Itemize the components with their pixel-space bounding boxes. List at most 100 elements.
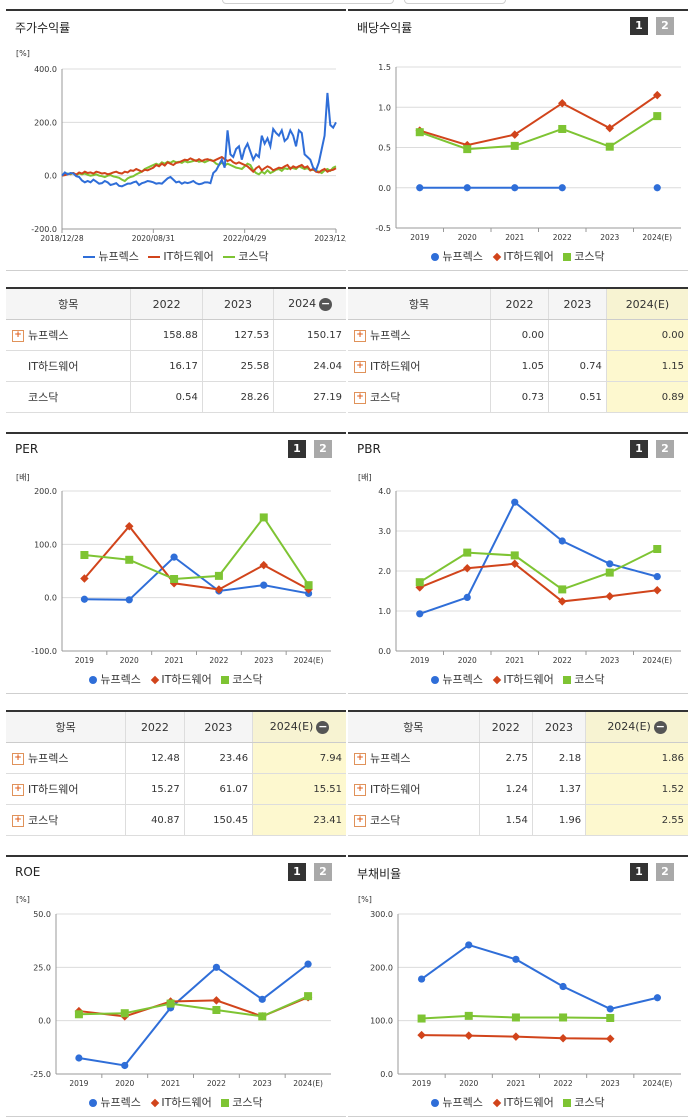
table-cell: 158.88	[130, 319, 203, 351]
point-marker	[74, 1010, 83, 1019]
roe-panel: ROE 1 2 [%] 50.0 25.0 0.0 -25.0 2019 2020 2021…	[6, 855, 346, 1117]
point-marker	[558, 585, 567, 594]
x-tick-label: 2018/12/28	[40, 234, 83, 243]
row-label[interactable]: + 코스닥	[348, 804, 480, 836]
top-select-box[interactable]	[222, 0, 394, 4]
point-marker	[417, 1014, 426, 1023]
view-2-button[interactable]: 2	[656, 863, 674, 881]
expand-icon[interactable]: +	[12, 784, 24, 796]
point-marker	[606, 1005, 614, 1013]
y-tick-label: 3.0	[378, 527, 391, 536]
table-cell: 0.89	[605, 381, 688, 413]
view-1-button[interactable]: 1	[630, 863, 648, 881]
row-label[interactable]: + 뉴프렉스	[348, 319, 491, 351]
point-marker	[304, 992, 313, 1001]
row-label[interactable]: + 뉴프렉스	[6, 319, 131, 351]
table-header: 2024(E) −	[585, 710, 688, 743]
expand-icon[interactable]: +	[354, 784, 366, 796]
expand-icon[interactable]: +	[12, 753, 24, 765]
table-cell: 0.00	[605, 319, 688, 351]
point-marker	[214, 585, 224, 594]
y-tick-label: 0.0	[44, 594, 57, 603]
view-2-button[interactable]: 2	[656, 440, 674, 458]
point-marker	[559, 1013, 568, 1022]
collapse-icon[interactable]: −	[319, 296, 333, 311]
y-tick-label: 400.0	[34, 65, 57, 74]
legend-kosdaq: 코스닥	[563, 671, 605, 687]
row-label[interactable]: + 뉴프렉스	[6, 742, 126, 774]
y-tick-label: 0.0	[44, 172, 57, 181]
view-2-button[interactable]: 2	[314, 863, 332, 881]
view-2-button[interactable]: 2	[656, 17, 674, 35]
series-line	[84, 555, 309, 601]
legend-newflex: 뉴프렉스	[89, 671, 141, 687]
table-header: 2022	[125, 710, 185, 743]
table-row: IT하드웨어 16.17 25.58 24.04	[6, 350, 346, 382]
legend-ithw: IT하드웨어	[492, 1094, 554, 1110]
x-tick-label: 2019	[69, 1079, 88, 1088]
point-marker	[606, 1034, 615, 1044]
legend-kosdaq: 코스닥	[221, 1094, 263, 1110]
expand-icon[interactable]: +	[354, 392, 366, 404]
view-1-button[interactable]: 1	[630, 17, 648, 35]
collapse-icon[interactable]: −	[653, 719, 667, 734]
table-row: + 코스닥 40.87 150.45 23.41	[6, 804, 346, 836]
y-tick-label: 0.0	[380, 1070, 393, 1079]
point-marker	[212, 963, 221, 971]
collapse-icon[interactable]: −	[316, 719, 330, 734]
y-tick-label: 0.5	[378, 144, 391, 153]
table-cell: 150.17	[273, 319, 346, 351]
table-cell: 25.58	[201, 350, 274, 382]
expand-icon[interactable]: +	[354, 753, 366, 765]
table-cell: 0.00	[490, 319, 549, 351]
table-cell: 1.86	[585, 742, 688, 774]
table-header: 2022	[490, 287, 549, 320]
point-marker	[259, 560, 268, 570]
point-marker	[120, 1009, 129, 1018]
point-marker	[510, 551, 519, 560]
x-tick-label: 2024(E)	[294, 656, 324, 665]
expand-icon[interactable]: +	[12, 330, 24, 342]
chart-legend: 뉴프렉스 IT하드웨어 코스닥	[6, 1094, 346, 1110]
x-tick-label: 2020	[115, 1079, 134, 1088]
point-marker	[416, 184, 424, 192]
row-label[interactable]: + IT하드웨어	[348, 350, 491, 382]
expand-icon[interactable]: +	[12, 815, 24, 827]
view-1-button[interactable]: 1	[288, 863, 306, 881]
row-label[interactable]: + 뉴프렉스	[348, 742, 480, 774]
stock-return-table: 항목 2022 2023 2024− + 뉴프렉스 158.88 127.53 150.17 IT…	[6, 287, 346, 413]
point-marker	[464, 1011, 473, 1020]
x-tick-label: 2024(E)	[643, 1079, 673, 1088]
series-line	[419, 115, 658, 151]
series-line	[420, 943, 658, 1010]
point-marker	[653, 112, 662, 121]
point-marker	[260, 581, 268, 589]
legend-ithw: IT하드웨어	[150, 671, 212, 687]
expand-icon[interactable]: +	[354, 361, 366, 373]
point-marker	[558, 124, 567, 133]
y-tick-label: 50.0	[33, 910, 51, 919]
row-label[interactable]: + IT하드웨어	[348, 773, 480, 805]
view-1-button[interactable]: 1	[630, 440, 648, 458]
legend-ithw: IT하드웨어	[148, 248, 214, 264]
table-header: 2024−	[273, 287, 346, 320]
row-label[interactable]: + 코스닥	[6, 804, 126, 836]
legend-newflex: 뉴프렉스	[431, 248, 483, 264]
y-tick-label: 1.0	[378, 607, 391, 616]
view-1-button[interactable]: 1	[288, 440, 306, 458]
expand-icon[interactable]: +	[354, 330, 366, 342]
row-label[interactable]: + 코스닥	[348, 381, 491, 413]
view-2-button[interactable]: 2	[314, 440, 332, 458]
x-tick-label: 2023/12/28	[314, 234, 346, 243]
point-marker	[463, 145, 472, 154]
table-cell: 1.15	[605, 350, 688, 382]
y-tick-label: 4.0	[378, 487, 391, 496]
row-label[interactable]: + IT하드웨어	[6, 773, 126, 805]
top-select-box-2[interactable]	[404, 0, 506, 4]
point-marker	[80, 595, 89, 603]
point-marker	[170, 553, 178, 561]
point-marker	[417, 1030, 426, 1040]
table-header: 2022	[130, 287, 203, 320]
expand-icon[interactable]: +	[354, 815, 366, 827]
